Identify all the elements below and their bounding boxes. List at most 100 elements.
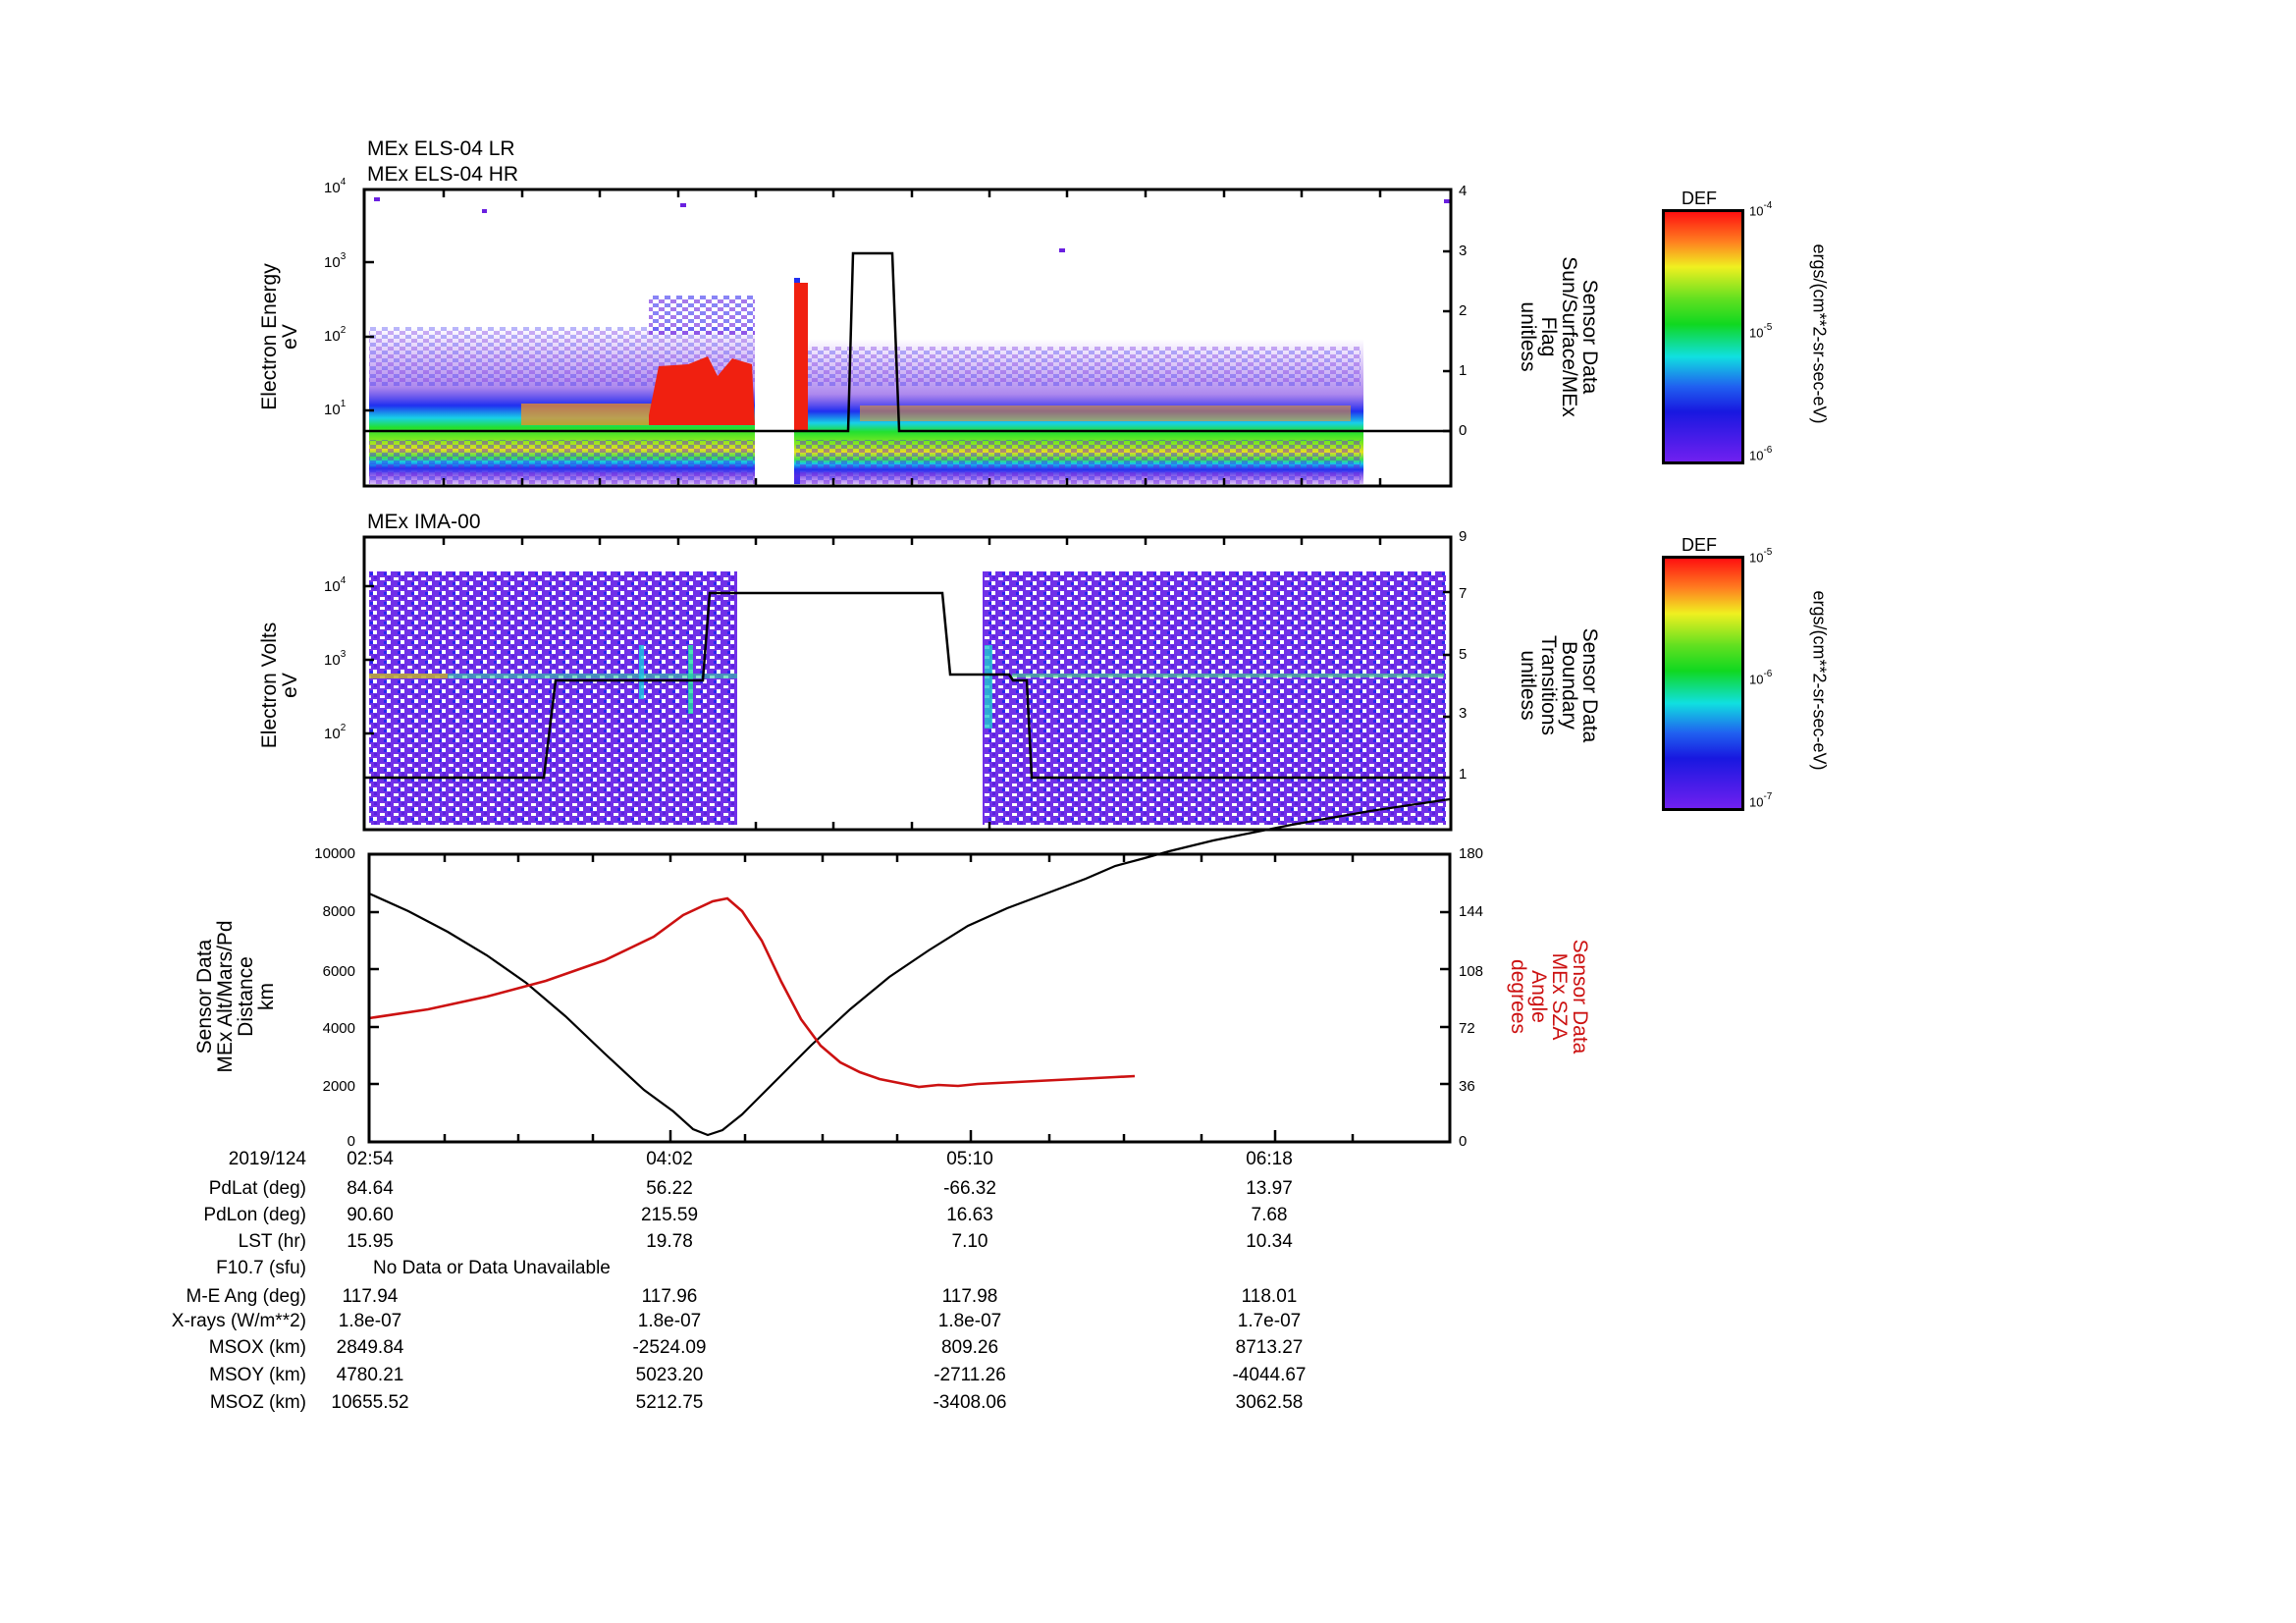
row-value: 5023.20 [635, 1365, 704, 1385]
colorbar2-mid: 10-6 [1749, 669, 1773, 687]
row-value: 84.64 [347, 1178, 394, 1199]
row-value: 1.7e-07 [1237, 1311, 1302, 1331]
row-value: 56.22 [646, 1178, 693, 1199]
panel1-ytick-1e1: 101 [324, 399, 347, 418]
panel3-ytick-10000: 10000 [314, 845, 355, 862]
axis-label-line: Transitions [1537, 635, 1560, 735]
row-value: 215.59 [640, 1205, 699, 1225]
time-tick: 05:10 [946, 1149, 993, 1169]
panel1-title-hr: MEx ELS-04 HR [367, 163, 519, 186]
axis-label-line: degrees [1507, 959, 1529, 1034]
axis-label-line: Sensor Data [1569, 939, 1591, 1055]
axis-label-line: unitless [1517, 650, 1539, 721]
panel2-ytick-1e3: 103 [324, 649, 347, 669]
panel3-ytick-8000: 8000 [322, 903, 355, 920]
panel1-right-axis-label: Sensor Data Sun/Surface/MEx Flag unitles… [1517, 256, 1601, 417]
panel3-rtick-0: 0 [1459, 1133, 1468, 1150]
panel2-rtick-5: 5 [1459, 646, 1468, 663]
panel2-rtick-3: 3 [1459, 705, 1468, 722]
row-value: 118.01 [1241, 1286, 1298, 1307]
panel1-rtick-0: 0 [1459, 422, 1468, 439]
row-value: 7.10 [951, 1231, 988, 1252]
panel1-rtick-1: 1 [1459, 362, 1468, 379]
row-value: 5212.75 [635, 1392, 704, 1413]
colorbar2-title: DEF [1682, 535, 1717, 555]
panel1-left-axis-label: Electron Energy eV [258, 258, 301, 415]
axis-label-line: eV [279, 673, 301, 698]
time-tick: 02:54 [347, 1149, 394, 1169]
panel3-left-axis-label: Sensor Data MEx Alt/Mars/Pd Distance km [193, 920, 278, 1073]
axis-label-line: Electron Energy [258, 263, 281, 410]
row-label: M-E Ang (deg) [186, 1286, 307, 1307]
axis-label-line: Sun/Surface/MEx [1558, 256, 1580, 417]
row-value: 7.68 [1251, 1205, 1288, 1225]
colorbar1-min: 10-6 [1749, 445, 1773, 463]
colorbar1-units: ergs/(cm**2-sr-sec-eV) [1809, 243, 1830, 424]
axis-label-line: Sensor Data [1578, 627, 1601, 743]
panel2-left-axis-label: Electron Volts eV [258, 622, 301, 748]
row-value: 16.63 [946, 1205, 993, 1225]
panel3-rtick-108: 108 [1459, 963, 1484, 980]
panel3-plot [367, 797, 1452, 1144]
row-label: PdLon (deg) [203, 1205, 306, 1225]
row-value: 1.8e-07 [637, 1311, 702, 1331]
panel2-ytick-1e2: 102 [324, 723, 347, 742]
row-value: 1.8e-07 [338, 1311, 402, 1331]
panel2-rtick-1: 1 [1459, 766, 1468, 783]
colorbar1-title: DEF [1682, 189, 1717, 208]
row-value: 90.60 [347, 1205, 394, 1225]
row-value: -2711.26 [934, 1365, 1006, 1385]
panel3-rtick-72: 72 [1459, 1020, 1475, 1037]
row-value: -3408.06 [933, 1392, 1007, 1413]
row-value: 3062.58 [1235, 1392, 1304, 1413]
axis-label-line: Sensor Data [193, 939, 216, 1055]
panel2-right-axis-label: Sensor Data Boundary Transitions unitles… [1517, 627, 1601, 743]
panel3-rtick-36: 36 [1459, 1078, 1475, 1095]
row-value: 809.26 [940, 1337, 999, 1358]
row-value: 2849.84 [336, 1337, 404, 1358]
panel1-title-lr: MEx ELS-04 LR [367, 137, 515, 160]
panel3-rtick-144: 144 [1459, 903, 1484, 920]
panel3-ytick-4000: 4000 [322, 1020, 355, 1037]
axis-label-line: Flag [1537, 316, 1560, 357]
row-label: LST (hr) [238, 1231, 306, 1252]
axis-label-line: eV [279, 324, 301, 350]
panel1-ytick-1e3: 103 [324, 251, 347, 271]
row-value: 10.34 [1246, 1231, 1293, 1252]
colorbar1-max: 10-4 [1749, 200, 1773, 219]
row-value: 117.94 [342, 1286, 399, 1307]
panel3-rtick-180: 180 [1459, 845, 1484, 862]
colorbar2-units: ergs/(cm**2-sr-sec-eV) [1809, 590, 1830, 771]
no-data-note: No Data or Data Unavailable [373, 1258, 611, 1278]
panel3-ytick-0: 0 [347, 1133, 355, 1150]
row-value: -4044.67 [1232, 1365, 1307, 1385]
axis-label-line: Distance [235, 956, 257, 1037]
row-value: 117.96 [641, 1286, 698, 1307]
panel1-ytick-1e4: 104 [324, 177, 347, 196]
panel1-rtick-4: 4 [1459, 183, 1468, 199]
axis-label-line: km [255, 983, 278, 1011]
panel3-ytick-6000: 6000 [322, 963, 355, 980]
colorbar2 [1662, 556, 1744, 811]
colorbar2-min: 10-7 [1749, 791, 1773, 810]
row-value: 117.98 [941, 1286, 998, 1307]
axis-label-line: Sensor Data [1578, 279, 1601, 395]
row-value: 13.97 [1246, 1178, 1293, 1199]
time-tick: 04:02 [646, 1149, 693, 1169]
axis-label-line: Boundary [1558, 641, 1580, 730]
row-value: 4780.21 [336, 1365, 404, 1385]
row-label: X-rays (W/m**2) [171, 1311, 306, 1331]
panel2-rtick-7: 7 [1459, 585, 1468, 602]
time-tick: 06:18 [1246, 1149, 1293, 1169]
colorbar2-max: 10-5 [1749, 547, 1773, 566]
panel1-rtick-2: 2 [1459, 302, 1468, 319]
row-value: 19.78 [646, 1231, 693, 1252]
colorbar1 [1662, 209, 1744, 464]
colorbar1-mid: 10-5 [1749, 322, 1773, 341]
row-label: PdLat (deg) [208, 1178, 306, 1199]
panel1-plot [362, 188, 1453, 488]
panel2-plot [362, 535, 1453, 832]
axis-label-line: MEx Alt/Mars/Pd [214, 920, 237, 1073]
row-label: F10.7 (sfu) [216, 1258, 306, 1278]
row-value: -66.32 [943, 1178, 996, 1199]
